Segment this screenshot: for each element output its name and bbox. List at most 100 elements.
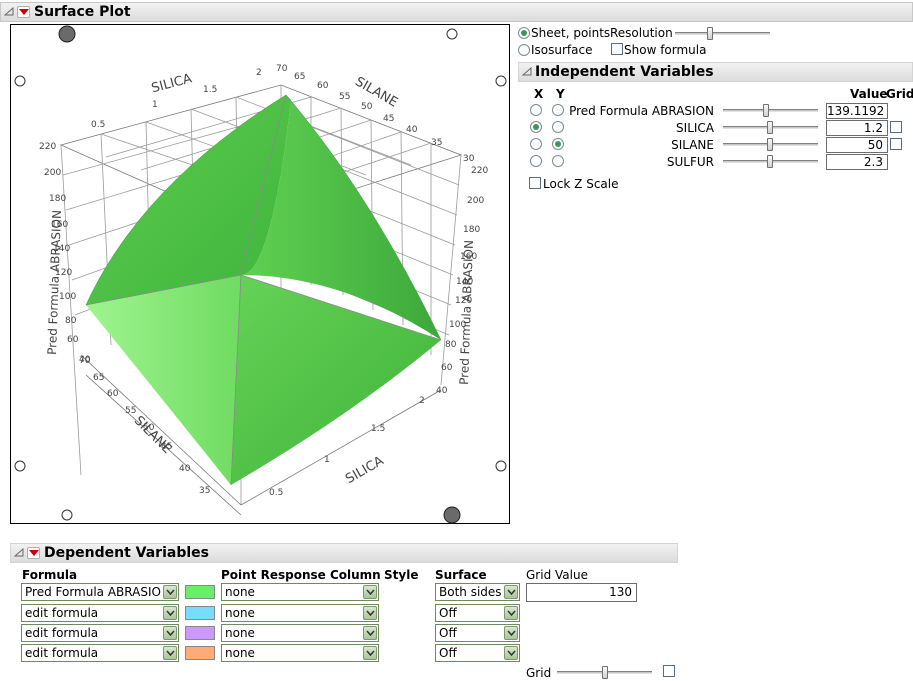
point-response-select[interactable]: none	[221, 583, 379, 601]
tick-z-right: 160	[460, 252, 477, 262]
sheet-points-label: Sheet, points	[531, 26, 611, 40]
grid-value-input[interactable]: 130	[526, 583, 637, 602]
dependent-variables-title: Dependent Variables	[44, 545, 209, 561]
show-formula-label: Show formula	[624, 43, 707, 57]
axis-title-z-left: Pred Formula ABRASION	[45, 210, 64, 355]
axis-title-silica-top: SILICA	[150, 71, 194, 96]
chevron-down-icon	[504, 626, 518, 640]
var-value-sulfur[interactable]: 2.3	[826, 154, 888, 170]
surface-select[interactable]: Off	[435, 624, 520, 642]
red-triangle-menu-icon[interactable]	[27, 547, 40, 559]
grid-slider[interactable]	[557, 666, 652, 679]
show-formula-checkbox[interactable]	[611, 43, 623, 55]
tick-z-left: 200	[44, 168, 61, 178]
surface-select[interactable]: Off	[435, 644, 520, 662]
var-slider-silane[interactable]	[723, 138, 818, 151]
var-value-silane[interactable]: 50	[826, 137, 888, 153]
tick-z-right: 180	[463, 225, 480, 235]
col-surface-header: Surface	[435, 568, 487, 582]
x-radio-silica[interactable]	[530, 121, 542, 133]
tick-z-left: 120	[55, 268, 72, 278]
x-radio-silane[interactable]	[530, 138, 542, 150]
var-label-sulfur: SULFUR	[666, 155, 714, 169]
var-label-pred-formula: Pred Formula ABRASION	[569, 104, 714, 118]
var-value-pred-formula[interactable]: 139.1192	[826, 103, 888, 119]
var-slider-sulfur[interactable]	[723, 155, 818, 168]
formula-select[interactable]: edit formula	[21, 624, 179, 642]
response-surface[interactable]	[85, 94, 442, 486]
tick-silane-bottom: 50	[143, 423, 155, 433]
x-radio-sulfur[interactable]	[530, 155, 542, 167]
surface-plot-title: Surface Plot	[34, 4, 131, 20]
tick-z-right: 60	[441, 363, 453, 373]
tick-silane-top: 65	[294, 72, 305, 82]
isosurface-radio[interactable]	[518, 44, 530, 56]
chevron-down-icon	[363, 585, 377, 599]
y-radio-sulfur[interactable]	[552, 155, 564, 167]
tick-silane-top: 55	[339, 92, 350, 102]
lock-z-scale-checkbox[interactable]	[529, 177, 541, 189]
x-radio-pred-formula[interactable]	[530, 104, 542, 116]
grid-checkbox[interactable]	[663, 665, 675, 677]
surface-select[interactable]: Both sides	[435, 583, 520, 601]
point-response-select[interactable]: none	[221, 644, 379, 662]
tick-silane-bottom: 70	[79, 356, 91, 366]
tick-silane-top: 70	[276, 64, 288, 74]
grid-label: Grid	[526, 666, 552, 680]
tick-silane-bottom: 65	[93, 373, 104, 383]
surface-color-swatch[interactable]	[185, 585, 215, 599]
sheet-points-radio[interactable]	[518, 27, 530, 39]
formula-select[interactable]: Pred Formula ABRASION	[21, 583, 179, 601]
chevron-down-icon	[363, 626, 377, 640]
grid-checkbox-silica[interactable]	[890, 121, 902, 133]
dependent-variables-header[interactable]: Dependent Variables	[10, 543, 678, 563]
surface-plot-canvas[interactable]: SILICA SILANE SILICA SILANE Pred Formula…	[10, 24, 510, 524]
formula-select[interactable]: edit formula	[21, 604, 179, 622]
independent-variables-header[interactable]: Independent Variables	[518, 62, 913, 82]
tick-z-left: 40	[79, 355, 91, 365]
tick-silane-top: 60	[317, 81, 329, 91]
formula-select[interactable]: edit formula	[21, 644, 179, 662]
surface-plot-header[interactable]: Surface Plot	[0, 2, 913, 22]
tick-silane-top: 35	[431, 138, 442, 148]
disclosure-triangle-icon[interactable]	[522, 67, 532, 77]
chevron-down-icon	[163, 646, 177, 660]
red-triangle-menu-icon[interactable]	[17, 6, 30, 18]
surface-color-swatch[interactable]	[185, 626, 215, 640]
tick-silica-top: 1	[152, 100, 158, 110]
var-value-silica[interactable]: 1.2	[826, 120, 888, 136]
grid-checkbox-silane[interactable]	[890, 138, 902, 150]
tick-z-right: 220	[471, 166, 488, 176]
point-response-select[interactable]: none	[221, 604, 379, 622]
tick-silica-bottom: 1.5	[371, 424, 385, 434]
col-formula-header: Formula	[22, 568, 78, 582]
surface-select[interactable]: Off	[435, 604, 520, 622]
y-radio-pred-formula[interactable]	[552, 104, 564, 116]
surface-color-swatch[interactable]	[185, 646, 215, 660]
axis-title-silica-bottom: SILICA	[343, 454, 386, 488]
resolution-slider[interactable]	[675, 27, 770, 40]
axis-title-silane-top: SILANE	[352, 74, 400, 110]
tick-z-left: 60	[67, 335, 79, 345]
col-x-header: X	[534, 87, 544, 101]
tick-silane-top: 45	[383, 114, 394, 124]
y-radio-silane[interactable]	[552, 138, 564, 150]
col-grid-header: Grid	[886, 87, 913, 101]
var-slider-silica[interactable]	[723, 121, 818, 134]
var-label-silica: SILICA	[676, 121, 714, 135]
point-response-select[interactable]: none	[221, 624, 379, 642]
tick-z-left: 180	[49, 194, 66, 204]
chevron-down-icon	[163, 626, 177, 640]
tick-silane-bottom: 45	[161, 442, 172, 452]
lock-z-scale-label: Lock Z Scale	[543, 177, 619, 191]
y-radio-silica[interactable]	[552, 121, 564, 133]
rotate-handle-large	[58, 25, 76, 43]
tick-silica-bottom: 1	[324, 455, 330, 465]
tick-z-right: 100	[449, 320, 466, 330]
disclosure-triangle-icon[interactable]	[14, 548, 24, 558]
tick-z-right: 80	[445, 340, 457, 350]
var-slider-pred-formula[interactable]	[723, 104, 818, 117]
disclosure-triangle-icon[interactable]	[4, 7, 14, 17]
tick-silane-top: 30	[463, 154, 475, 164]
surface-color-swatch[interactable]	[185, 606, 215, 620]
